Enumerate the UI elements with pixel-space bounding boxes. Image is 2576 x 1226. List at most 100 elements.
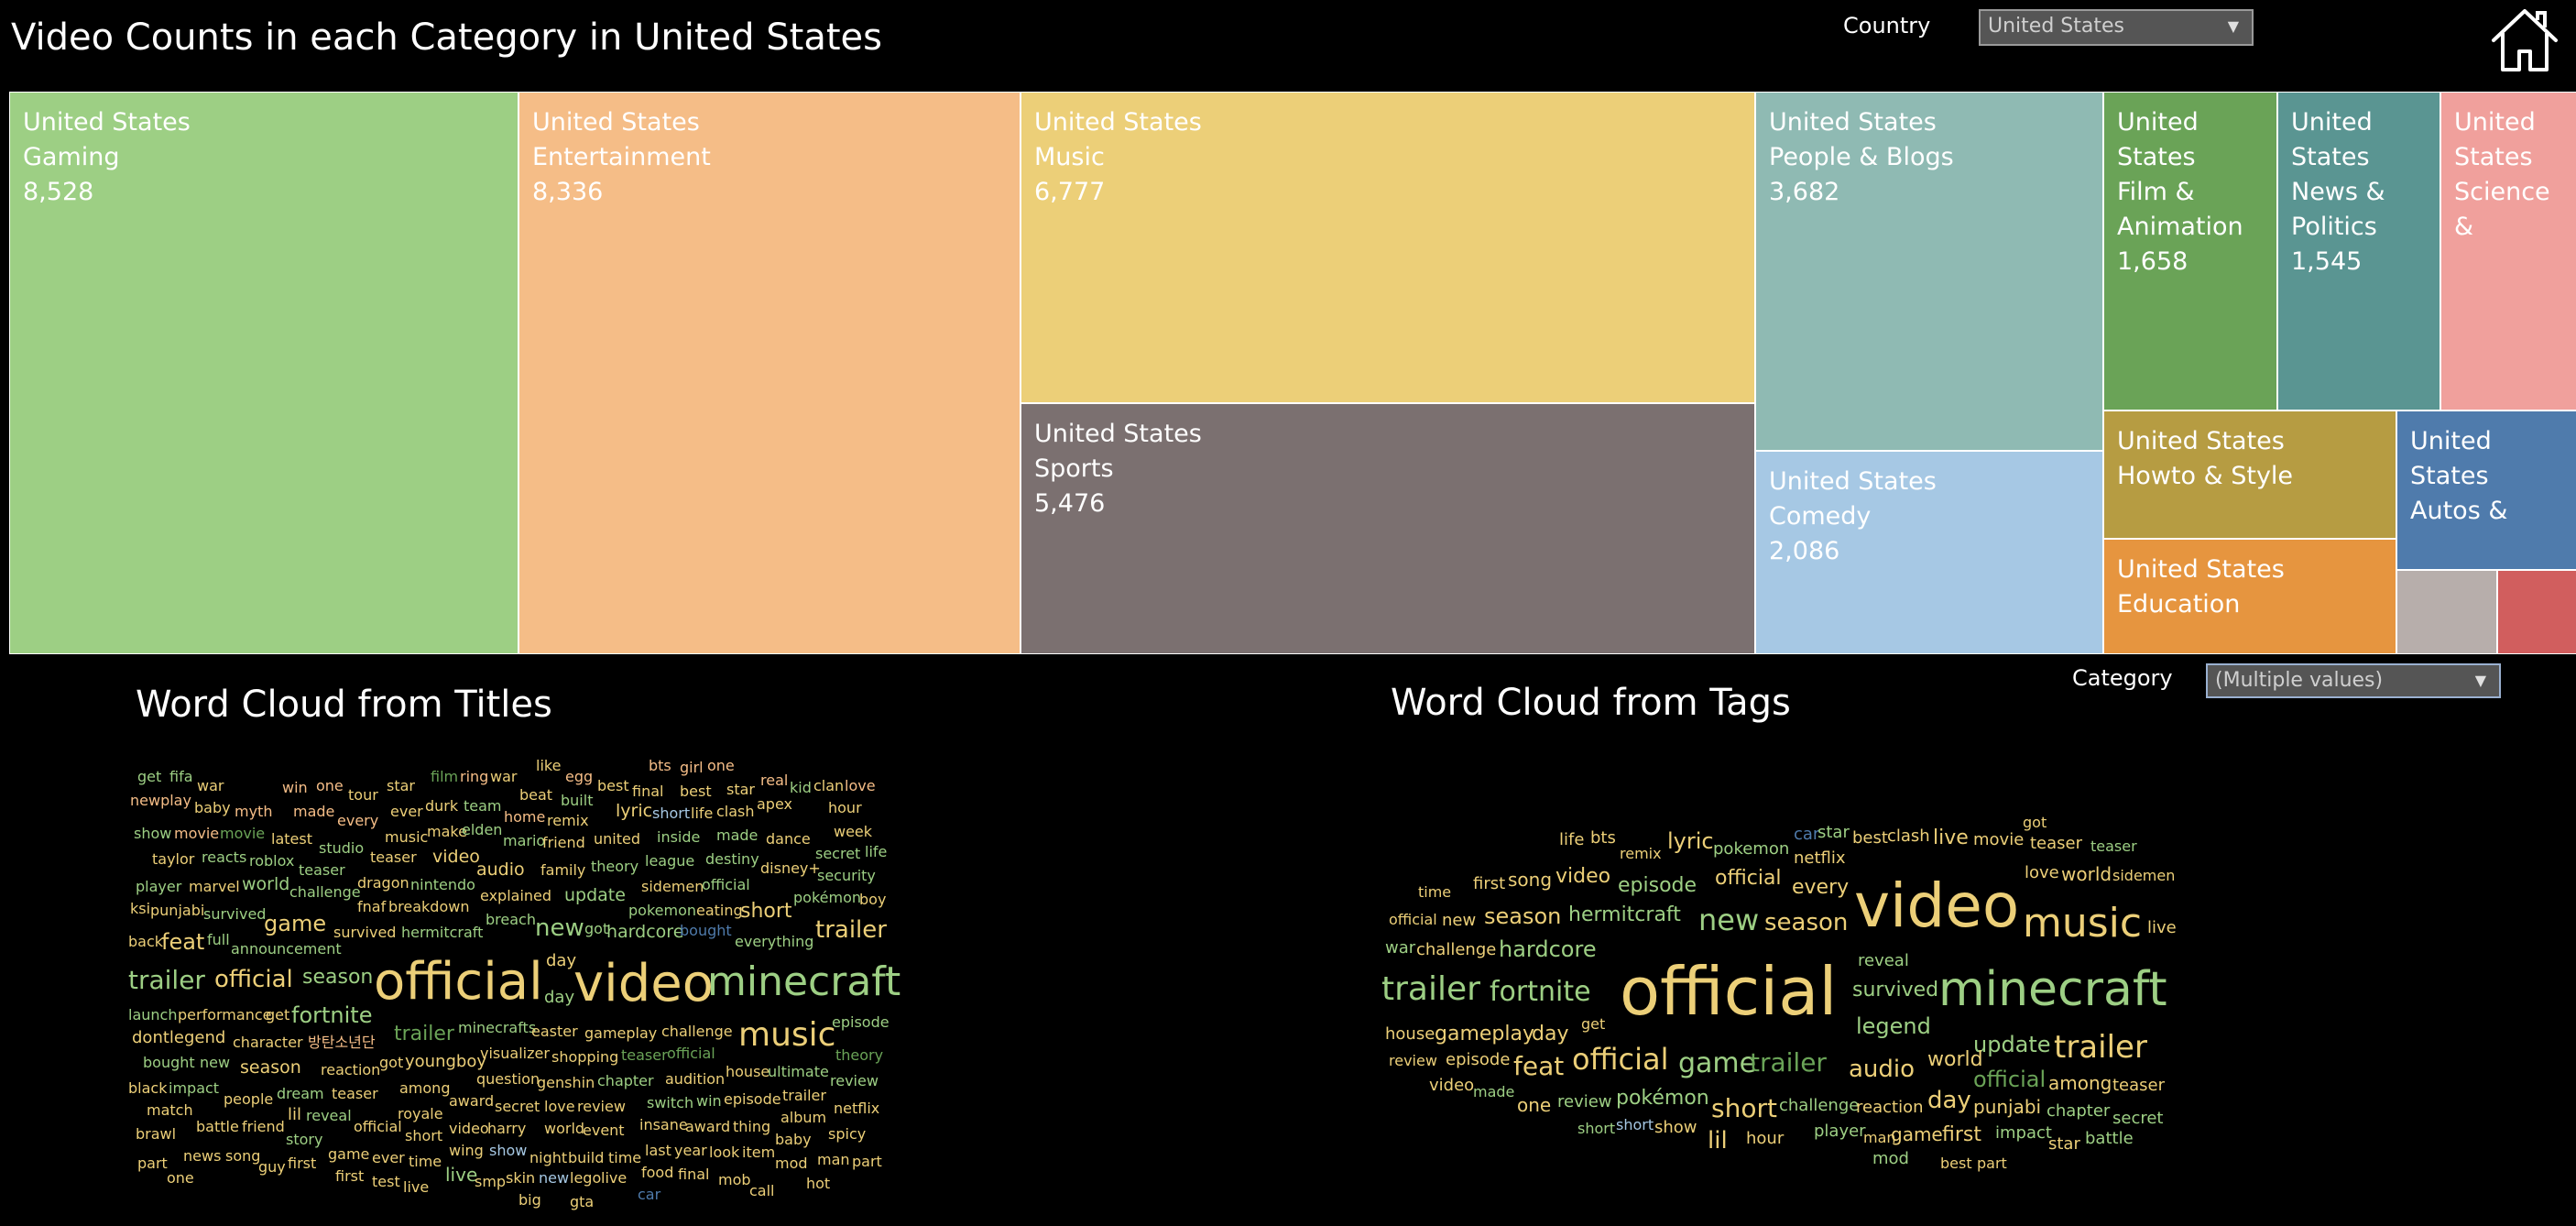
word-cloud-word: audio [1849, 1056, 1916, 1083]
home-icon[interactable] [2488, 4, 2561, 77]
tile-category-label: Science & [2454, 178, 2550, 241]
word-cloud-word: episode [724, 1090, 781, 1108]
word-cloud-word: episode [1618, 874, 1697, 897]
word-cloud-word: teaser [332, 1085, 378, 1102]
word-cloud-word: sidemen [641, 878, 704, 895]
word-cloud-word: friend [242, 1118, 285, 1135]
word-cloud-word: get [266, 1006, 290, 1023]
word-cloud-word: teaser [2090, 837, 2137, 855]
word-cloud-word: hot [806, 1175, 831, 1192]
word-cloud-word: game [328, 1145, 370, 1163]
word-cloud-word: lyric [616, 801, 653, 821]
category-dropdown-value: (Multiple values) [2215, 669, 2384, 692]
word-cloud-word: review [1557, 1092, 1612, 1111]
word-cloud-word: survived [333, 924, 397, 941]
word-cloud-word: man [1863, 1129, 1896, 1146]
treemap-tile[interactable]: United States Sports 5,476 [1021, 403, 1755, 654]
word-cloud-word: 방탄소년단 [308, 1034, 376, 1051]
word-cloud-word: test [372, 1173, 400, 1190]
treemap-tile[interactable]: United States Autos & [2396, 410, 2576, 570]
word-cloud-word: night [529, 1149, 568, 1166]
word-cloud-word: security [817, 867, 876, 884]
word-cloud-word: hour [828, 799, 862, 816]
word-cloud-word: chapter [2047, 1101, 2111, 1121]
word-cloud-word: review [830, 1072, 879, 1089]
word-cloud-word: official [702, 876, 750, 893]
word-cloud-word: survived [1852, 979, 1939, 1002]
word-cloud-word: full [207, 931, 230, 948]
word-cloud-word: official [1715, 867, 1782, 890]
word-cloud-word: marvel [189, 878, 240, 895]
tile-country-label: United States [2291, 108, 2373, 171]
word-cloud-word: challenge [661, 1023, 733, 1040]
word-cloud-word: secret [2112, 1109, 2164, 1128]
word-cloud-word: final [678, 1166, 710, 1183]
word-cloud-word: made [716, 826, 759, 844]
word-cloud-word: clash [1887, 826, 1930, 846]
treemap-tile[interactable] [2497, 570, 2576, 654]
word-cloud-word: live [445, 1164, 478, 1186]
word-cloud-word: every [337, 812, 379, 829]
word-cloud-word: lyric [1667, 828, 1714, 854]
word-cloud-word: spicy [828, 1125, 867, 1143]
treemap-tile[interactable]: United States Science & [2440, 92, 2576, 410]
treemap-tile[interactable] [2396, 570, 2497, 654]
word-cloud-word: among [2048, 1072, 2112, 1094]
category-dropdown[interactable]: (Multiple values) ▼ [2206, 663, 2501, 698]
treemap-tile[interactable]: United States Howto & Style [2103, 410, 2396, 539]
word-cloud-word: game [264, 911, 327, 936]
word-cloud-word: fifa [169, 768, 193, 785]
tile-country-label: United States [2117, 555, 2285, 584]
word-cloud-word: official [374, 952, 543, 1012]
treemap-tile[interactable]: United States Gaming 8,528 [9, 92, 518, 654]
word-cloud-word: impact [1995, 1123, 2052, 1143]
word-cloud-word: season [302, 966, 374, 989]
word-cloud-word: fortnite [1490, 976, 1591, 1008]
word-cloud-word: best [1940, 1155, 1972, 1172]
tile-country-label: United States [1769, 467, 1937, 496]
word-cloud-word: official [1389, 911, 1437, 928]
word-cloud-word: first [1473, 874, 1506, 893]
word-cloud-word: win [696, 1092, 722, 1110]
word-cloud-word: remix [1620, 845, 1662, 862]
word-cloud-word: live [403, 1178, 430, 1196]
word-cloud-word: brawl [136, 1125, 177, 1143]
treemap-tile[interactable]: United States Film & Animation 1,658 [2103, 92, 2277, 410]
word-cloud-word: time [608, 1149, 642, 1166]
word-cloud-word: show [489, 1142, 528, 1159]
word-cloud-word: world [544, 1120, 585, 1137]
word-cloud-word: reveal [1858, 951, 1909, 970]
word-cloud-word: last [645, 1142, 671, 1159]
word-cloud-word: challenge [289, 883, 361, 901]
word-cloud-word: kid [790, 779, 812, 796]
word-cloud-word: film [431, 768, 459, 785]
word-cloud-word: eating [696, 902, 743, 919]
tile-category-label: Film & Animation [2117, 178, 2243, 241]
word-cloud-word: war [1385, 938, 1416, 958]
word-cloud-word: league [645, 852, 695, 870]
word-cloud-word: star [1817, 823, 1850, 842]
word-cloud-word: visualizer [480, 1045, 550, 1062]
tile-country-label: United States [532, 108, 700, 137]
word-cloud-word: day [546, 951, 577, 970]
treemap-tile[interactable]: United States People & Blogs 3,682 [1755, 92, 2103, 451]
word-cloud-word: apex [757, 795, 792, 813]
treemap-tile[interactable]: United States Entertainment 8,336 [518, 92, 1021, 654]
word-cloud-word: remix [547, 812, 589, 829]
treemap-tile[interactable]: United States Education [2103, 539, 2396, 654]
word-cloud-word: impact [169, 1079, 220, 1097]
word-cloud-word: episode [1446, 1050, 1511, 1069]
word-cloud-word: audition [665, 1070, 726, 1088]
word-cloud-word: life [865, 843, 888, 860]
word-cloud-word: day [1532, 1023, 1569, 1045]
treemap-tile[interactable]: United States Music 6,777 [1021, 92, 1755, 403]
word-cloud-word: ksi [130, 900, 151, 917]
word-cloud-word: video [449, 1120, 489, 1137]
tile-category-label: Gaming [23, 143, 120, 171]
word-cloud-word: survived [203, 905, 267, 923]
word-cloud-word: baby [775, 1131, 812, 1148]
treemap-tile[interactable]: United States Comedy 2,086 [1755, 451, 2103, 654]
word-cloud-word: time [409, 1153, 442, 1170]
treemap-tile[interactable]: United States News & Politics 1,545 [2277, 92, 2440, 410]
country-dropdown[interactable]: United States ▼ [1979, 9, 2254, 46]
